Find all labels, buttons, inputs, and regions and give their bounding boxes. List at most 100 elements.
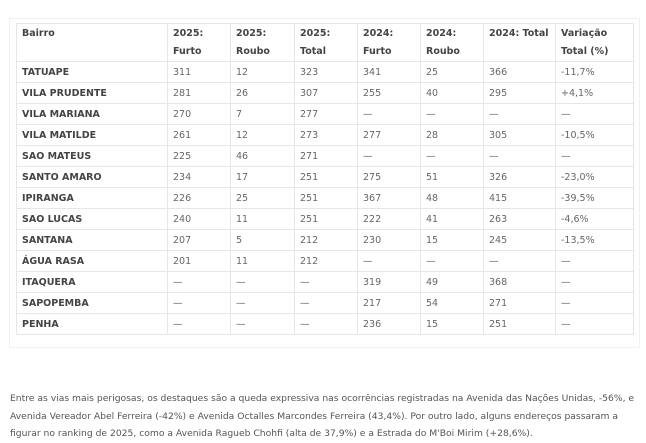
value-cell: 367 <box>357 187 421 209</box>
value-cell: -11,7% <box>555 61 634 83</box>
value-cell: — <box>167 313 231 335</box>
value-cell: -39,5% <box>555 187 634 209</box>
table-row: SAO LUCAS 240 11 251 222 41 263 -4,6% <box>16 208 634 230</box>
neighborhood-cell: SAPOPEMBA <box>16 292 168 314</box>
value-cell: 226 <box>167 187 231 209</box>
table-row: SAPOPEMBA — — —217 54 271— <box>16 292 634 314</box>
value-cell: 305 <box>483 124 556 146</box>
value-cell: — <box>420 103 484 125</box>
value-cell: — <box>294 313 358 335</box>
value-cell: — <box>230 292 295 314</box>
value-cell: — <box>167 271 231 293</box>
value-cell: 273 <box>294 124 358 146</box>
value-cell: 307 <box>294 82 358 104</box>
value-cell: 251 <box>483 313 556 335</box>
column-header: 2024: Furto <box>357 23 421 62</box>
value-cell: 341 <box>357 61 421 83</box>
article-paragraph: Entre as vias mais perigosas, os destaqu… <box>10 393 635 439</box>
column-header: 2024: Roubo <box>420 23 484 62</box>
value-cell: — <box>357 250 421 272</box>
value-cell: 217 <box>357 292 421 314</box>
value-cell: — <box>483 250 556 272</box>
value-cell: 240 <box>167 208 231 230</box>
value-cell: 212 <box>294 229 358 251</box>
column-header: Bairro <box>16 23 168 62</box>
value-cell: — <box>555 250 634 272</box>
value-cell: 261 <box>167 124 231 146</box>
value-cell: 11 <box>230 250 295 272</box>
value-cell: 319 <box>357 271 421 293</box>
value-cell: 366 <box>483 61 556 83</box>
value-cell: 12 <box>230 124 295 146</box>
table-row: SANTANA 207 5 212 230 15 245 -13,5% <box>16 229 634 251</box>
table-row: TATUAPE 311 12 323 341 25 366 -11,7% <box>16 61 634 83</box>
value-cell: 277 <box>357 124 421 146</box>
neighborhood-cell: IPIRANGA <box>16 187 168 209</box>
neighborhood-cell: SANTO AMARO <box>16 166 168 188</box>
value-cell: — <box>555 292 634 314</box>
value-cell: 271 <box>294 145 358 167</box>
value-cell: — <box>230 313 295 335</box>
value-cell: — <box>230 271 295 293</box>
neighborhood-cell: VILA MATILDE <box>16 124 168 146</box>
value-cell: 51 <box>420 166 484 188</box>
value-cell: -23,0% <box>555 166 634 188</box>
neighborhood-cell: SAO LUCAS <box>16 208 168 230</box>
value-cell: 255 <box>357 82 421 104</box>
table-row: PENHA — — —236 15 251— <box>16 313 634 335</box>
value-cell: 5 <box>230 229 295 251</box>
value-cell: — <box>483 103 556 125</box>
value-cell: — <box>555 103 634 125</box>
value-cell: 230 <box>357 229 421 251</box>
value-cell: 275 <box>357 166 421 188</box>
value-cell: 263 <box>483 208 556 230</box>
value-cell: 46 <box>230 145 295 167</box>
value-cell: 15 <box>420 313 484 335</box>
value-cell: 311 <box>167 61 231 83</box>
value-cell: 15 <box>420 229 484 251</box>
neighborhood-cell: SANTANA <box>16 229 168 251</box>
value-cell: 25 <box>420 61 484 83</box>
value-cell: -13,5% <box>555 229 634 251</box>
value-cell: — <box>357 103 421 125</box>
value-cell: +4,1% <box>555 82 634 104</box>
table-row: VILA PRUDENTE 281 26 307 255 40 295 +4,1% <box>16 82 634 104</box>
value-cell: 271 <box>483 292 556 314</box>
value-cell: 207 <box>167 229 231 251</box>
neighborhood-cell: VILA MARIANA <box>16 103 168 125</box>
table-row: IPIRANGA 226 25 251 367 48 415 -39,5% <box>16 187 634 209</box>
neighborhood-cell: SAO MATEUS <box>16 145 168 167</box>
neighborhood-cell: VILA PRUDENTE <box>16 82 168 104</box>
crime-table: Bairro 2025: Furto 2025: Roubo 2025: Total 2… <box>16 23 634 335</box>
table-row: VILA MARIANA 270 7 277— — — — <box>16 103 634 125</box>
value-cell: 49 <box>420 271 484 293</box>
table-header-row: Bairro 2025: Furto 2025: Roubo 2025: Total 2… <box>16 23 634 62</box>
value-cell: 12 <box>230 61 295 83</box>
value-cell: 41 <box>420 208 484 230</box>
value-cell: 225 <box>167 145 231 167</box>
value-cell: 17 <box>230 166 295 188</box>
value-cell: 270 <box>167 103 231 125</box>
value-cell: 222 <box>357 208 421 230</box>
value-cell: 25 <box>230 187 295 209</box>
value-cell: 281 <box>167 82 231 104</box>
table-row: VILA MATILDE 261 12 273 277 28 305 -10,5% <box>16 124 634 146</box>
value-cell: 234 <box>167 166 231 188</box>
value-cell: 415 <box>483 187 556 209</box>
value-cell: 277 <box>294 103 358 125</box>
column-header: 2024: Total <box>483 23 556 62</box>
table-row: ITAQUERA — — —319 49 368— <box>16 271 634 293</box>
value-cell: — <box>555 313 634 335</box>
value-cell: — <box>294 271 358 293</box>
value-cell: — <box>555 145 634 167</box>
table-row: SANTO AMARO 234 17 251 275 51 326 -23,0% <box>16 166 634 188</box>
column-header: 2025: Roubo <box>230 23 295 62</box>
value-cell: 245 <box>483 229 556 251</box>
column-header: 2025: Furto <box>167 23 231 62</box>
value-cell: 236 <box>357 313 421 335</box>
value-cell: 54 <box>420 292 484 314</box>
value-cell: 26 <box>230 82 295 104</box>
neighborhood-cell: ITAQUERA <box>16 271 168 293</box>
value-cell: 323 <box>294 61 358 83</box>
value-cell: 11 <box>230 208 295 230</box>
